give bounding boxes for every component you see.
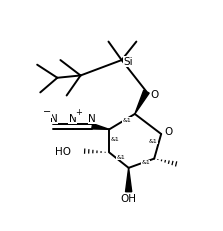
Polygon shape bbox=[92, 124, 109, 129]
Text: N: N bbox=[69, 114, 77, 124]
Text: O: O bbox=[164, 127, 172, 137]
Text: O: O bbox=[150, 91, 158, 100]
Text: &1: &1 bbox=[123, 118, 131, 123]
Text: OH: OH bbox=[121, 195, 137, 204]
Text: +: + bbox=[75, 108, 82, 117]
Text: &1: &1 bbox=[110, 137, 119, 142]
Text: &1: &1 bbox=[149, 139, 158, 144]
Text: N: N bbox=[50, 114, 57, 124]
Text: &1: &1 bbox=[116, 155, 125, 160]
Text: Si: Si bbox=[124, 57, 133, 67]
Text: &1: &1 bbox=[141, 160, 150, 165]
Text: HO: HO bbox=[55, 147, 71, 158]
Text: −: − bbox=[43, 107, 51, 117]
Polygon shape bbox=[126, 168, 132, 192]
Text: N: N bbox=[88, 114, 96, 124]
Polygon shape bbox=[135, 90, 149, 114]
